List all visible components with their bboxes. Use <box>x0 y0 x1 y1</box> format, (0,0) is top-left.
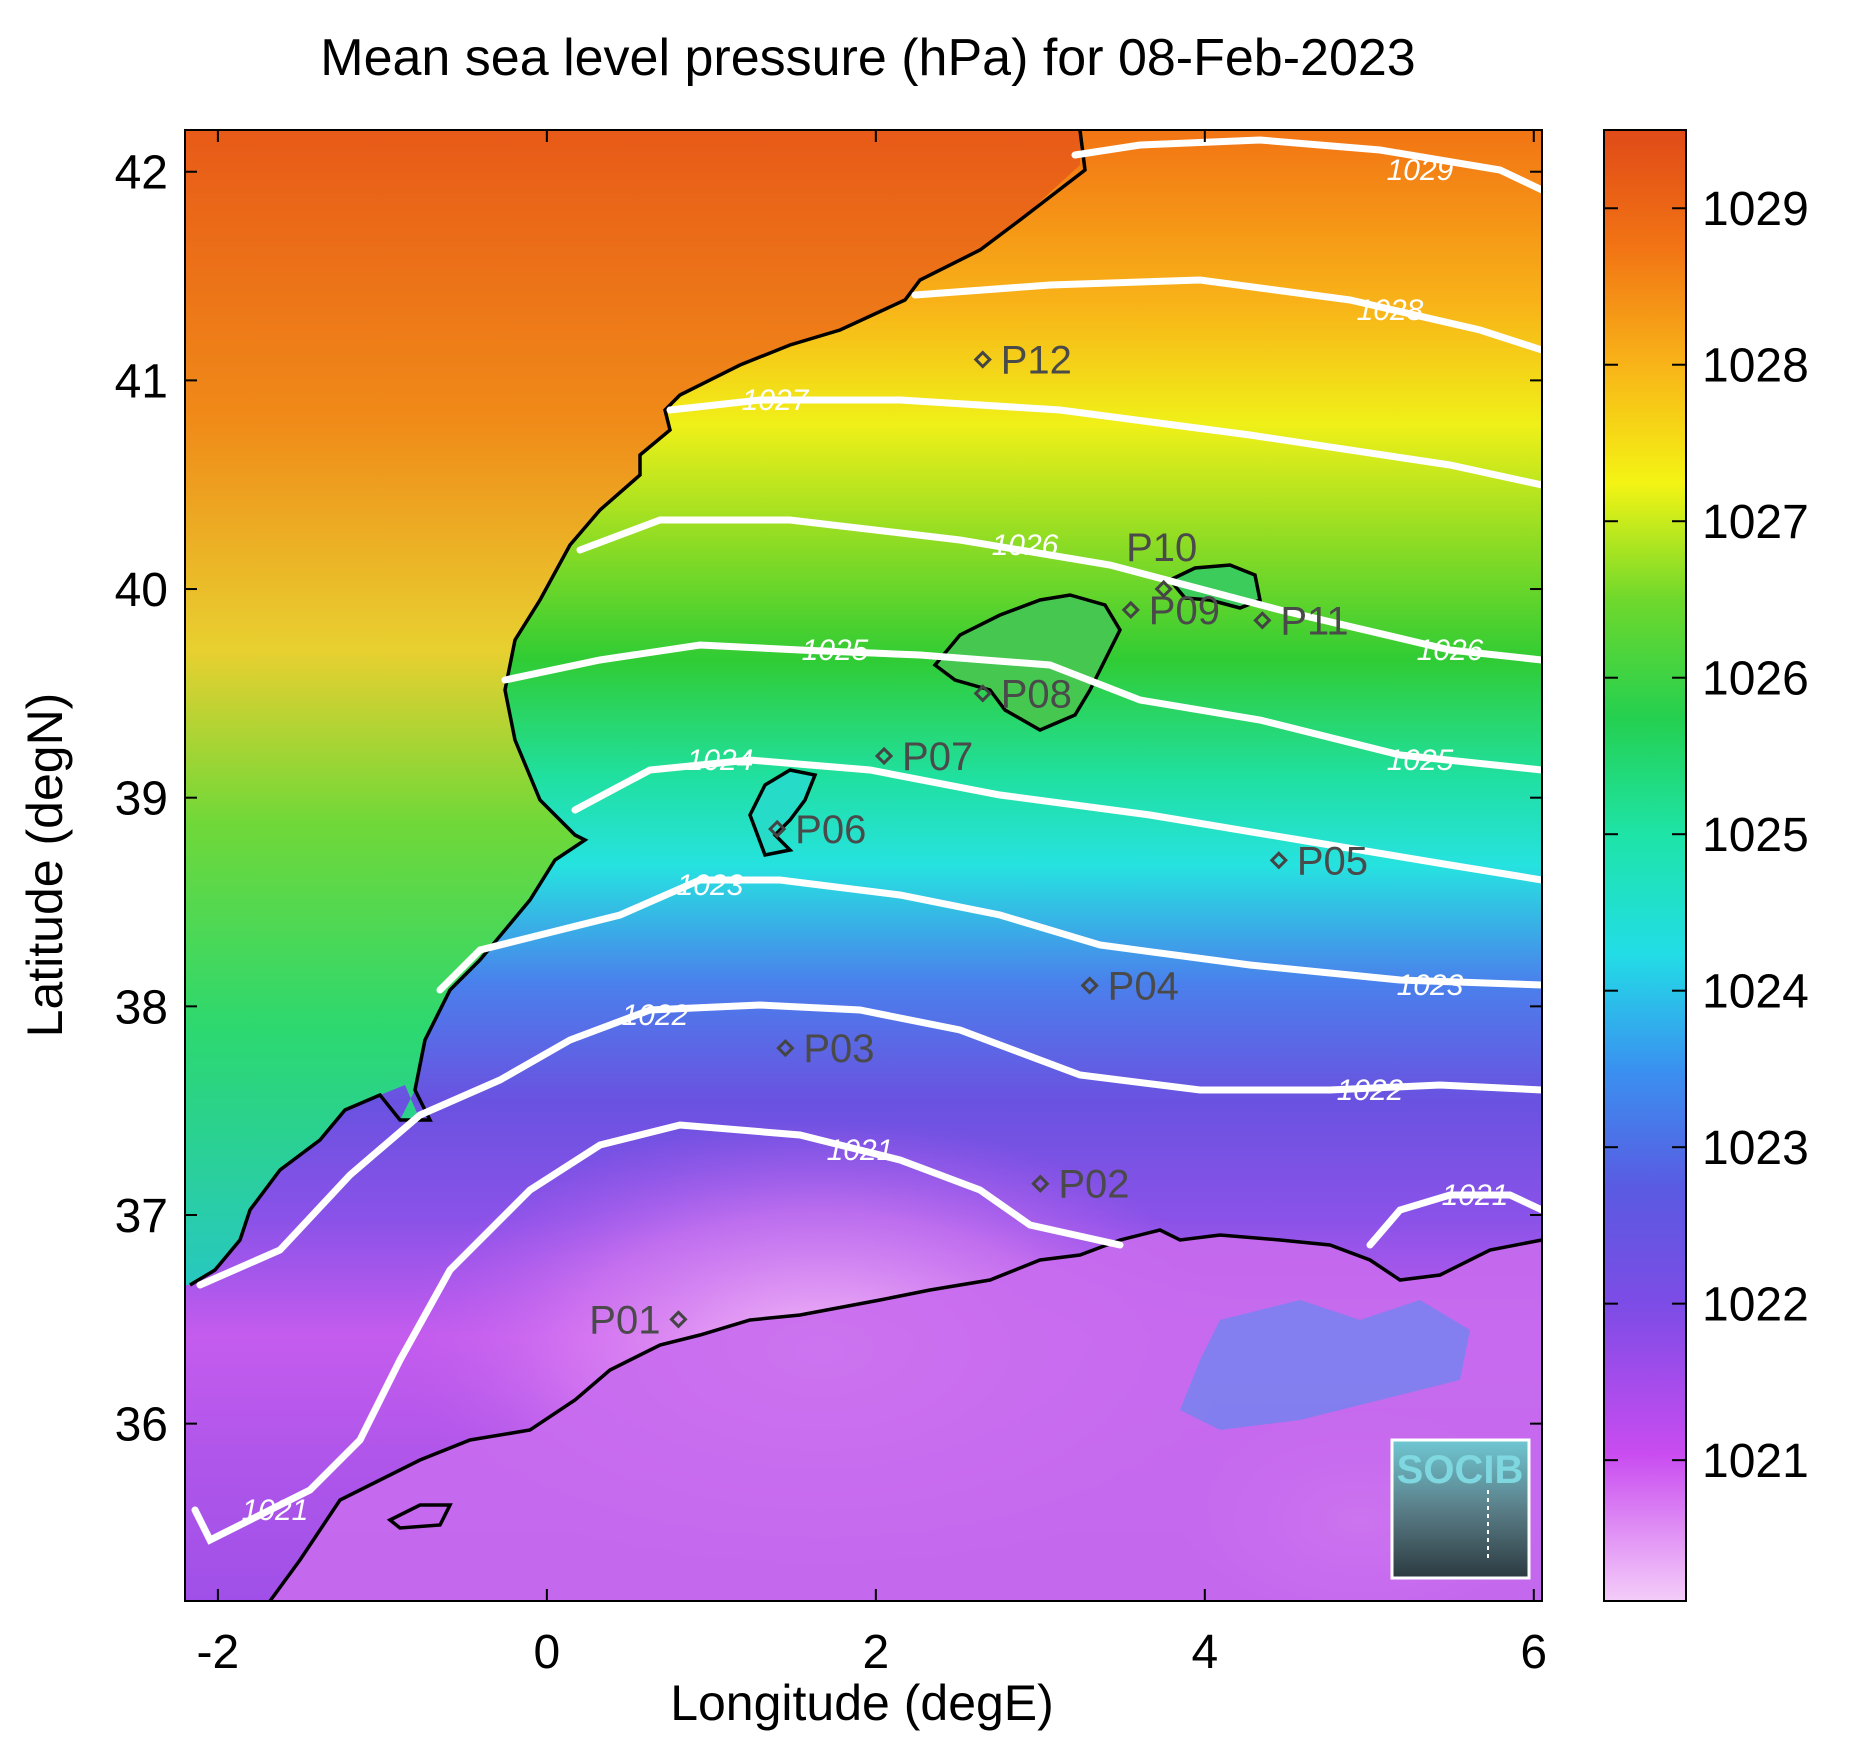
station-marker-p11 <box>1253 611 1272 630</box>
isobar-1025 <box>501 641 1542 774</box>
colorbar-tick-label: 1021 <box>1702 1435 1809 1488</box>
isobar-label-1029: 1029 <box>1387 154 1454 187</box>
y-axis-label: Latitude (degN) <box>17 693 73 1038</box>
coastline-africa <box>268 1228 1542 1601</box>
station-label-p03: P03 <box>803 1027 874 1071</box>
isobar-1021-east <box>1366 1191 1542 1249</box>
station-marker-p04 <box>1080 976 1099 995</box>
isobar-label-1021-a: 1021 <box>827 1134 894 1167</box>
isobar-1024 <box>571 756 1542 884</box>
isobar-1021-main <box>191 1121 1124 1545</box>
colorbar-tick-label: 1025 <box>1702 809 1809 862</box>
isobar-label-1021-c: 1021 <box>242 1494 309 1527</box>
colorbar-tick-label: 1028 <box>1702 340 1809 393</box>
isobar-label-1027: 1027 <box>742 384 810 417</box>
x-tick-label: 6 <box>1520 1626 1547 1679</box>
station-label-p11: P11 <box>1280 599 1348 643</box>
y-tick-label: 37 <box>115 1190 168 1243</box>
x-tick-label: 4 <box>1191 1626 1218 1679</box>
colorbar-tick-label: 1029 <box>1702 183 1809 236</box>
coastline-iberia <box>189 130 1087 1287</box>
isobar-label-1026-a: 1026 <box>992 529 1059 562</box>
station-label-p12: P12 <box>1001 339 1072 383</box>
logo-frame <box>1390 1438 1531 1580</box>
isobar-label-1025-a: 1025 <box>802 634 869 667</box>
station-label-p07: P07 <box>902 735 973 779</box>
colorbar-tick-label: 1027 <box>1702 496 1809 549</box>
colorbar-gradient <box>1603 129 1687 1602</box>
coastline-alboran <box>386 1503 453 1530</box>
isobar-label-1024: 1024 <box>687 744 754 777</box>
isobar-label-1025-b: 1025 <box>1387 744 1454 777</box>
colorbar-tick-label: 1023 <box>1702 1122 1809 1175</box>
map-frame <box>184 129 1543 1602</box>
station-marker-p08 <box>973 684 992 703</box>
station-label-p09: P09 <box>1149 589 1220 633</box>
coastlines <box>189 130 1542 1601</box>
station-marker-p01 <box>669 1310 688 1329</box>
socib-logo: SOCIB <box>1390 1438 1531 1580</box>
station-label-p08: P08 <box>1001 672 1072 716</box>
station-label-p06: P06 <box>795 808 866 852</box>
station-label-p01: P01 <box>589 1298 660 1342</box>
station-points: P01 P02 P03 P04 P05 P06 P07 P08 P09 P10 P11 P12 <box>589 339 1368 1343</box>
land-iberia <box>185 130 1080 1285</box>
isobar-label-1023-a: 1023 <box>677 869 744 902</box>
station-label-p10: P10 <box>1126 526 1197 570</box>
y-tick-label: 42 <box>115 147 168 200</box>
isobars <box>191 136 1542 1545</box>
y-tick-label: 38 <box>115 981 168 1034</box>
station-marker-p12 <box>973 350 992 369</box>
colorbar: 1029 1028 1027 1026 1025 1024 1023 1022 1021 <box>1603 129 1809 1602</box>
x-axis-label: Longitude (degE) <box>670 1675 1054 1731</box>
y-tick-label: 39 <box>115 773 168 826</box>
land-africa-detail <box>1180 1300 1470 1430</box>
isobar-1027 <box>666 396 1542 489</box>
colorbar-tick-label: 1024 <box>1702 966 1809 1019</box>
isobar-labels: 1029 1028 1027 1026 1026 1025 1025 1024 … <box>242 154 1509 1527</box>
station-label-p04: P04 <box>1108 964 1179 1008</box>
isobar-1022 <box>196 1001 1542 1289</box>
isobar-label-1021-b: 1021 <box>1442 1179 1509 1212</box>
logo-text: SOCIB <box>1397 1448 1524 1492</box>
isobar-label-1023-b: 1023 <box>1397 969 1464 1002</box>
y-tick-label: 40 <box>115 564 168 617</box>
y-tick-label: 41 <box>115 355 168 408</box>
isobar-label-1022-b: 1022 <box>1337 1074 1404 1107</box>
colorbar-ticks: 1029 1028 1027 1026 1025 1024 1023 1022 1021 <box>1604 183 1809 1488</box>
isobar-1026 <box>576 516 1542 664</box>
isobar-label-1022-a: 1022 <box>622 999 689 1032</box>
station-marker-p10 <box>1154 579 1173 599</box>
x-tick-label: -2 <box>197 1626 240 1679</box>
map-plot-area <box>185 130 1542 1601</box>
colorbar-tick-label: 1022 <box>1702 1279 1809 1332</box>
island-ibiza <box>750 770 815 855</box>
y-axis: 42 41 40 39 38 37 36 <box>115 147 1542 1452</box>
isobar-1029 <box>1071 136 1542 194</box>
isobar-label-1026-b: 1026 <box>1417 634 1484 667</box>
station-marker-p07 <box>874 746 894 766</box>
x-tick-label: 0 <box>534 1626 561 1679</box>
isobar-1023 <box>436 876 1542 994</box>
isobar-label-1028: 1028 <box>1357 294 1424 327</box>
coastline-mallorca <box>932 593 1122 732</box>
coastline-menorca <box>1167 563 1263 610</box>
chart-title: Mean sea level pressure (hPa) for 08-Feb… <box>320 29 1415 87</box>
station-marker-p03 <box>776 1038 795 1058</box>
colorbar-tick-label: 1026 <box>1702 653 1809 706</box>
station-label-p02: P02 <box>1058 1163 1129 1207</box>
station-marker-p09 <box>1121 600 1140 620</box>
x-tick-label: 2 <box>862 1626 889 1679</box>
station-marker-p05 <box>1269 851 1288 870</box>
station-marker-p02 <box>1031 1174 1050 1193</box>
isobar-1028 <box>911 276 1542 354</box>
station-label-p05: P05 <box>1297 839 1368 883</box>
y-tick-label: 36 <box>115 1399 168 1452</box>
station-marker-p06 <box>768 819 787 839</box>
x-axis: -2 0 2 4 6 <box>197 130 1547 1679</box>
coastline-ibiza <box>748 768 818 858</box>
